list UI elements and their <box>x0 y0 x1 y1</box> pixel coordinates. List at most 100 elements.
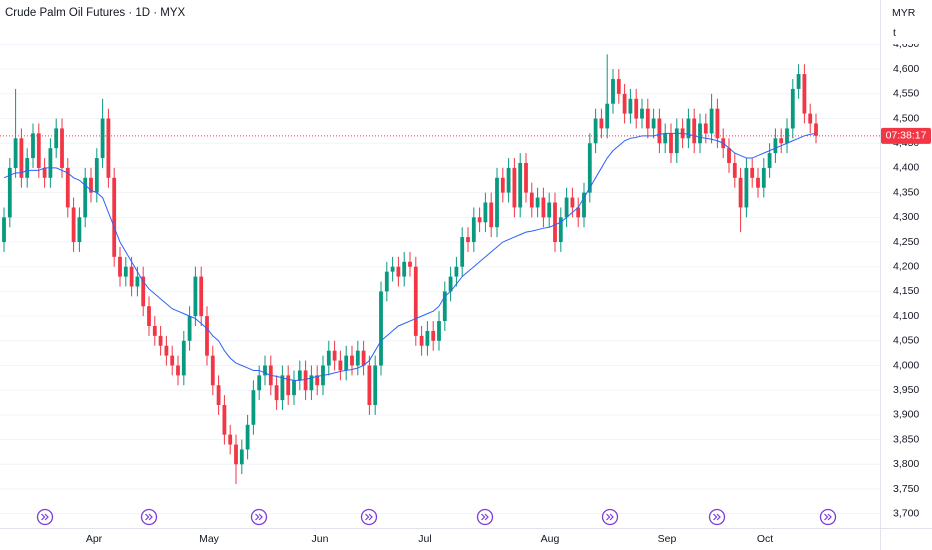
candle-body <box>448 276 453 292</box>
candle-body <box>228 434 233 445</box>
candle-body <box>506 167 511 193</box>
y-tick-label: 3,950 <box>893 384 919 396</box>
candle-body <box>489 202 494 228</box>
candle-body <box>657 118 662 144</box>
candle-body <box>425 330 430 346</box>
candle-body <box>413 266 418 336</box>
y-tick-label: 4,000 <box>893 359 919 371</box>
candle-body <box>292 380 296 396</box>
candle-body <box>25 158 30 178</box>
candle-body <box>100 118 105 159</box>
candle-body <box>541 197 546 218</box>
y-tick-label: 3,750 <box>893 483 919 495</box>
candle-body <box>7 167 12 218</box>
candle-body <box>210 355 215 386</box>
candle-body <box>123 266 128 277</box>
y-tick-label: 3,900 <box>893 409 919 421</box>
candle-body <box>500 177 505 193</box>
candle-body <box>785 128 789 144</box>
candle-body <box>814 123 818 136</box>
moving-average <box>3 132 817 381</box>
candle-body <box>437 321 441 341</box>
y-tick-label: 4,500 <box>893 112 919 124</box>
candle-body <box>54 128 59 149</box>
candle-body <box>529 192 534 208</box>
unit[interactable]: t <box>893 27 896 39</box>
candle-body <box>280 375 285 401</box>
candle-body <box>402 261 407 277</box>
candle-body <box>738 177 743 208</box>
candle-body <box>350 355 354 366</box>
candle-body <box>698 123 702 144</box>
event-arrow <box>606 513 614 521</box>
candle-body <box>512 167 517 208</box>
candle-body <box>796 74 801 89</box>
candle-body <box>651 118 656 129</box>
candle-body <box>442 291 447 322</box>
candle-body <box>663 133 668 144</box>
event-arrow <box>41 513 49 521</box>
candle-body <box>640 108 644 119</box>
chart-title: Crude Palm Oil Futures · 1D · MYX <box>5 7 186 19</box>
candle-body <box>239 449 244 465</box>
candle-body <box>193 276 198 317</box>
candle-body <box>379 291 383 366</box>
candle-body <box>152 325 157 336</box>
candle-body <box>576 207 581 218</box>
candle-body <box>326 350 331 366</box>
candle-body <box>112 177 117 257</box>
y-tick-label: 3,700 <box>893 507 919 519</box>
candle-body <box>77 217 82 243</box>
x-tick-label: Apr <box>86 533 103 545</box>
candle-body <box>582 192 586 218</box>
candle-body <box>709 108 714 134</box>
candle-body <box>13 138 18 168</box>
plot <box>0 54 880 485</box>
candle-body <box>257 375 262 391</box>
candle-body <box>616 79 621 94</box>
candle-body <box>802 74 807 114</box>
candle-body <box>216 385 221 406</box>
candle-body <box>94 158 99 193</box>
candle-body <box>524 162 528 193</box>
candle-body <box>396 266 401 277</box>
title-backdrop <box>0 0 240 24</box>
candle-body <box>535 197 540 208</box>
candle-body <box>309 375 314 391</box>
candle-body <box>454 266 459 277</box>
y-tick-label: 3,850 <box>893 433 919 445</box>
x-tick-label: May <box>199 533 220 545</box>
candle-body <box>808 113 813 124</box>
candle-body <box>587 143 592 193</box>
candle-body <box>129 266 134 287</box>
candle-body <box>141 276 146 307</box>
candle-body <box>715 108 720 139</box>
candle-body <box>779 138 784 144</box>
candle-body <box>31 133 35 159</box>
candle-body <box>187 316 192 341</box>
candle-body <box>344 355 349 371</box>
y-tick-label: 4,300 <box>893 211 919 223</box>
x-tick-label: Jul <box>418 533 431 545</box>
currency[interactable]: MYR <box>892 7 916 19</box>
candle-body <box>199 276 204 317</box>
event-arrow <box>255 513 263 521</box>
event-arrow <box>481 513 489 521</box>
candle-body <box>477 217 482 223</box>
candle-body <box>71 207 76 243</box>
candle-body <box>483 202 488 223</box>
candle-body <box>628 98 633 114</box>
candle-body <box>744 167 749 208</box>
y-tick-label: 4,250 <box>893 236 919 248</box>
candle-body <box>419 335 424 346</box>
candle-body <box>495 177 499 228</box>
candle-body <box>611 79 615 104</box>
candle-body <box>355 350 360 366</box>
candle-body <box>147 306 151 326</box>
event-arrow <box>713 513 721 521</box>
candle-body <box>42 167 47 178</box>
candle-body <box>36 133 41 168</box>
